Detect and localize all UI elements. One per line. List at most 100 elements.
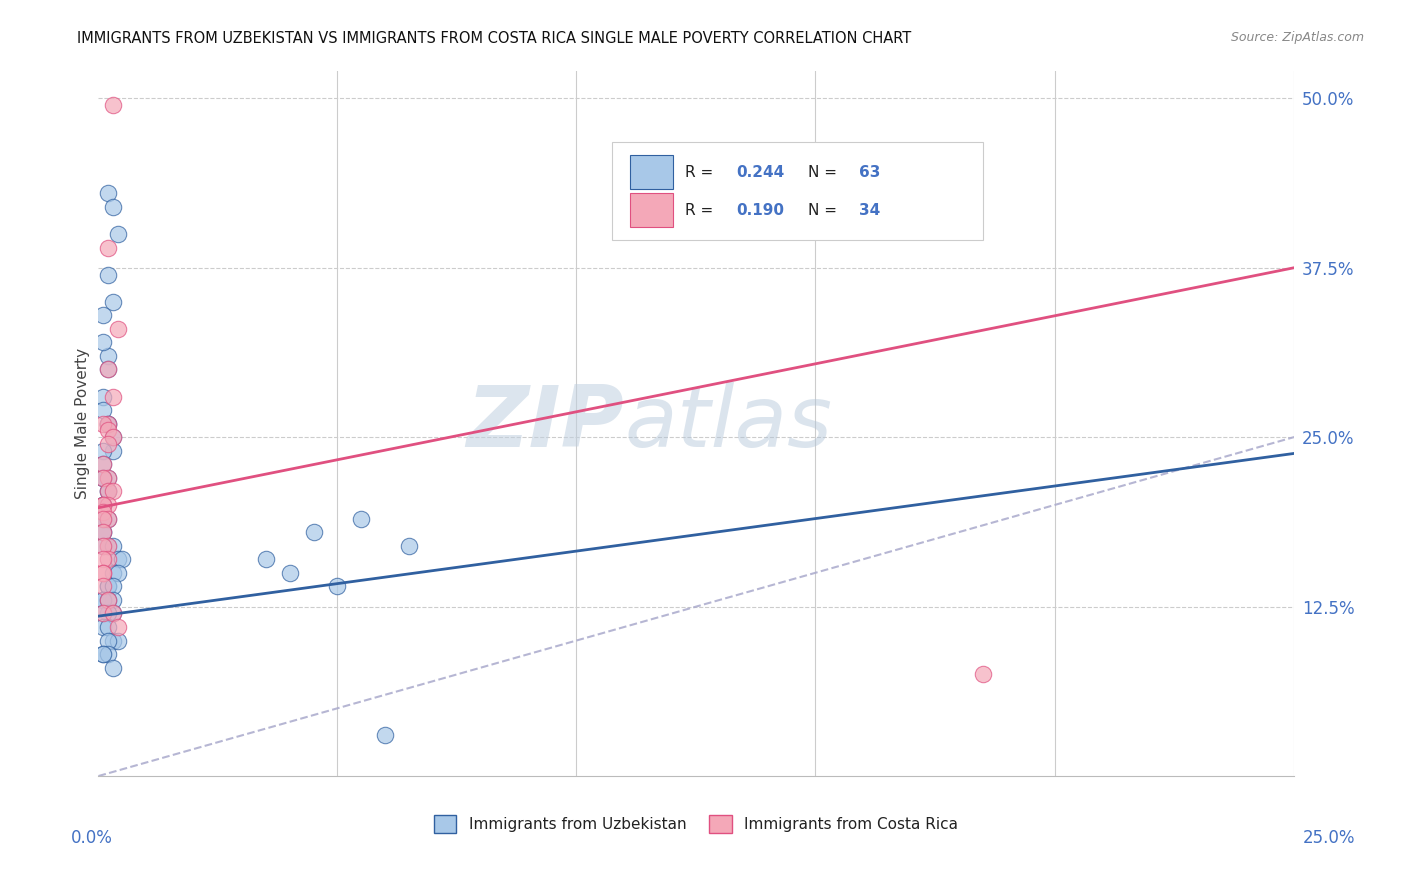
- Text: N =: N =: [808, 202, 842, 218]
- Point: [91, 458, 114, 472]
- Point: [97, 349, 120, 363]
- Point: [91, 471, 114, 485]
- Text: 0.0%: 0.0%: [70, 829, 112, 847]
- Point: [91, 403, 114, 417]
- Point: [97, 268, 120, 282]
- Point: [91, 620, 114, 634]
- Point: [97, 592, 120, 607]
- Point: [97, 417, 120, 431]
- Point: [97, 607, 120, 621]
- Point: [107, 566, 129, 580]
- Point: [97, 484, 120, 499]
- Point: [91, 498, 114, 512]
- Point: [91, 592, 114, 607]
- Text: ZIP: ZIP: [467, 382, 624, 466]
- Point: [91, 525, 114, 540]
- Point: [91, 525, 114, 540]
- Point: [97, 362, 120, 376]
- Point: [101, 484, 124, 499]
- Point: [101, 98, 124, 112]
- Point: [254, 552, 277, 566]
- Text: 63: 63: [859, 165, 880, 179]
- Point: [91, 443, 114, 458]
- Point: [101, 390, 124, 404]
- Point: [91, 579, 114, 593]
- Point: [101, 566, 124, 580]
- Text: atlas: atlas: [624, 382, 832, 466]
- Point: [101, 633, 124, 648]
- Point: [278, 566, 301, 580]
- Point: [97, 437, 120, 451]
- Point: [91, 511, 114, 525]
- Point: [91, 539, 114, 553]
- Text: 25.0%: 25.0%: [1302, 829, 1355, 847]
- Text: 0.244: 0.244: [737, 165, 785, 179]
- Point: [91, 592, 114, 607]
- Point: [101, 660, 124, 674]
- Point: [97, 484, 120, 499]
- Point: [97, 620, 120, 634]
- Point: [350, 511, 373, 525]
- Point: [97, 539, 120, 553]
- Point: [91, 471, 114, 485]
- Point: [97, 511, 120, 525]
- Point: [91, 498, 114, 512]
- Point: [101, 607, 124, 621]
- Point: [374, 728, 396, 742]
- Point: [97, 579, 120, 593]
- Point: [97, 417, 120, 431]
- Point: [91, 647, 114, 661]
- Point: [91, 498, 114, 512]
- Point: [97, 539, 120, 553]
- Point: [91, 566, 114, 580]
- Point: [97, 362, 120, 376]
- Point: [101, 607, 124, 621]
- Text: 34: 34: [859, 202, 880, 218]
- Point: [91, 607, 114, 621]
- Point: [97, 424, 120, 438]
- Point: [91, 566, 114, 580]
- Point: [91, 417, 114, 431]
- Point: [101, 443, 124, 458]
- Y-axis label: Single Male Poverty: Single Male Poverty: [75, 348, 90, 500]
- Point: [101, 592, 124, 607]
- Point: [101, 430, 124, 444]
- Point: [101, 430, 124, 444]
- FancyBboxPatch shape: [630, 193, 673, 227]
- Point: [91, 511, 114, 525]
- Text: N =: N =: [808, 165, 842, 179]
- Point: [972, 667, 994, 681]
- Point: [101, 294, 124, 309]
- Point: [97, 471, 120, 485]
- Point: [398, 539, 420, 553]
- Point: [97, 240, 120, 255]
- Point: [91, 552, 114, 566]
- Point: [107, 552, 129, 566]
- Legend: Immigrants from Uzbekistan, Immigrants from Costa Rica: Immigrants from Uzbekistan, Immigrants f…: [427, 809, 965, 838]
- Point: [97, 633, 120, 648]
- Point: [97, 484, 120, 499]
- Point: [91, 335, 114, 350]
- Point: [97, 511, 120, 525]
- Point: [101, 579, 124, 593]
- Point: [97, 417, 120, 431]
- Point: [97, 471, 120, 485]
- Point: [97, 498, 120, 512]
- Point: [107, 227, 129, 241]
- Point: [97, 647, 120, 661]
- Point: [97, 186, 120, 201]
- Point: [91, 607, 114, 621]
- FancyBboxPatch shape: [613, 142, 983, 241]
- Point: [97, 552, 120, 566]
- Point: [107, 322, 129, 336]
- Point: [91, 539, 114, 553]
- Point: [107, 620, 129, 634]
- Text: IMMIGRANTS FROM UZBEKISTAN VS IMMIGRANTS FROM COSTA RICA SINGLE MALE POVERTY COR: IMMIGRANTS FROM UZBEKISTAN VS IMMIGRANTS…: [77, 31, 911, 46]
- Point: [91, 511, 114, 525]
- Point: [107, 633, 129, 648]
- Point: [91, 505, 114, 519]
- Point: [302, 525, 325, 540]
- Point: [91, 390, 114, 404]
- Text: Source: ZipAtlas.com: Source: ZipAtlas.com: [1230, 31, 1364, 45]
- Text: 0.190: 0.190: [737, 202, 785, 218]
